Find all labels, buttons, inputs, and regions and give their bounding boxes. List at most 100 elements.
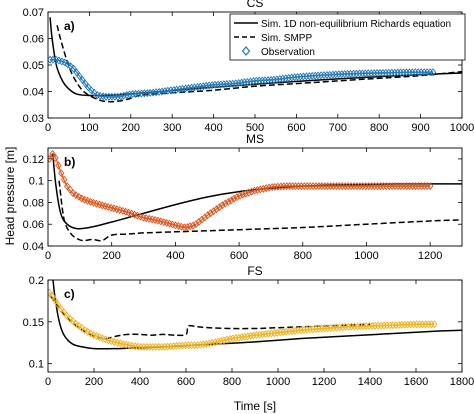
observation-marker [76, 72, 83, 81]
observation-marker [315, 324, 322, 333]
observation-marker [312, 71, 319, 80]
observation-marker [48, 292, 56, 301]
observation-marker [256, 76, 263, 85]
x-tick-label: 0 [45, 122, 51, 134]
observation-marker [235, 78, 242, 88]
observation-marker [401, 320, 408, 329]
observation-marker [147, 88, 154, 97]
observation-marker [282, 74, 289, 83]
observation-marker [286, 327, 293, 336]
x-tick-label: 500 [246, 122, 264, 134]
observation-marker [392, 321, 400, 330]
observation-marker [88, 86, 95, 95]
observation-marker [194, 341, 201, 350]
observation-marker [235, 333, 242, 342]
x-tick-label: 400 [131, 376, 149, 388]
observation-marker [303, 325, 311, 334]
observation-marker [259, 330, 266, 339]
x-tick-label: 800 [370, 122, 388, 134]
legend-label-smpp: Sim. SMPP [261, 33, 312, 44]
observation-marker [158, 87, 166, 96]
x-tick-label: 600 [230, 250, 248, 262]
observation-marker [247, 331, 254, 340]
observation-marker [204, 211, 211, 220]
observation-marker [173, 85, 180, 94]
observation-marker [61, 58, 68, 67]
observation-marker [135, 89, 142, 98]
observation-marker [274, 328, 281, 337]
plot-area [48, 280, 462, 372]
y-tick-label: 0.03 [23, 113, 44, 125]
observation-marker [274, 182, 282, 191]
observation-marker [377, 321, 385, 330]
observation-marker [244, 77, 251, 86]
observation-marker [63, 311, 71, 320]
observation-marker [219, 201, 226, 210]
observation-marker [238, 78, 245, 87]
observation-marker [383, 321, 391, 330]
observation-marker [369, 321, 376, 330]
axes-frame [47, 147, 463, 247]
observation-marker [73, 68, 80, 77]
observation-marker [318, 324, 325, 333]
observation-marker [120, 91, 127, 100]
observation-marker [191, 83, 198, 92]
y-tick-label: 0.12 [23, 154, 44, 166]
observation-marker [64, 60, 71, 69]
observation-marker [309, 325, 317, 334]
x-tick-label: 1400 [358, 376, 382, 388]
observation-marker [66, 314, 74, 323]
y-axis-label: Head pressure [m] [3, 147, 17, 246]
observation-marker [362, 69, 369, 78]
observation-marker [239, 190, 246, 199]
observation-marker [223, 335, 231, 344]
observation-marker [279, 74, 286, 83]
observation-marker [72, 319, 79, 328]
observation-marker [300, 325, 308, 335]
observation-marker [84, 327, 91, 336]
observation-marker [132, 89, 139, 98]
observation-marker [300, 72, 307, 81]
observation-marker [312, 325, 320, 334]
x-tick-label: 600 [287, 122, 305, 134]
observation-marker [268, 183, 276, 192]
observation-marker [338, 70, 345, 79]
panel-title: MS [246, 132, 264, 146]
observation-marker [427, 182, 434, 191]
x-axis-label: Time [s] [234, 399, 276, 413]
observation-marker [79, 75, 86, 85]
panel-label: a) [64, 19, 75, 33]
observation-marker [294, 326, 302, 335]
x-tick-label: 200 [122, 122, 140, 134]
panel-label: c) [64, 287, 75, 301]
x-tick-label: 400 [166, 250, 184, 262]
observation-marker [394, 68, 401, 77]
series-group [48, 17, 462, 103]
observation-marker [189, 221, 197, 230]
x-tick-label: 200 [85, 376, 103, 388]
observation-marker [48, 154, 53, 163]
observation-marker [329, 70, 337, 79]
x-tick-label: 100 [80, 122, 98, 134]
x-tick-label: 700 [329, 122, 347, 134]
observation-marker [144, 89, 151, 98]
series-group [48, 280, 462, 351]
observation-marker [179, 341, 186, 350]
observation-marker [69, 317, 77, 326]
observation-marker [280, 328, 287, 337]
observation-marker [223, 79, 230, 89]
observation-marker [230, 194, 238, 203]
x-tick-label: 800 [294, 250, 312, 262]
observation-marker [203, 339, 210, 349]
observation-marker [238, 333, 245, 342]
y-tick-label: 0.05 [23, 60, 44, 72]
observation-marker [206, 339, 213, 348]
observation-marker [69, 189, 77, 198]
observation-marker [75, 321, 82, 330]
observation-marker [260, 184, 267, 193]
observation-marker [354, 322, 361, 331]
observation-marker [233, 193, 241, 202]
observation-marker [214, 80, 222, 89]
observation-marker [203, 81, 210, 90]
observation-marker [303, 72, 310, 81]
